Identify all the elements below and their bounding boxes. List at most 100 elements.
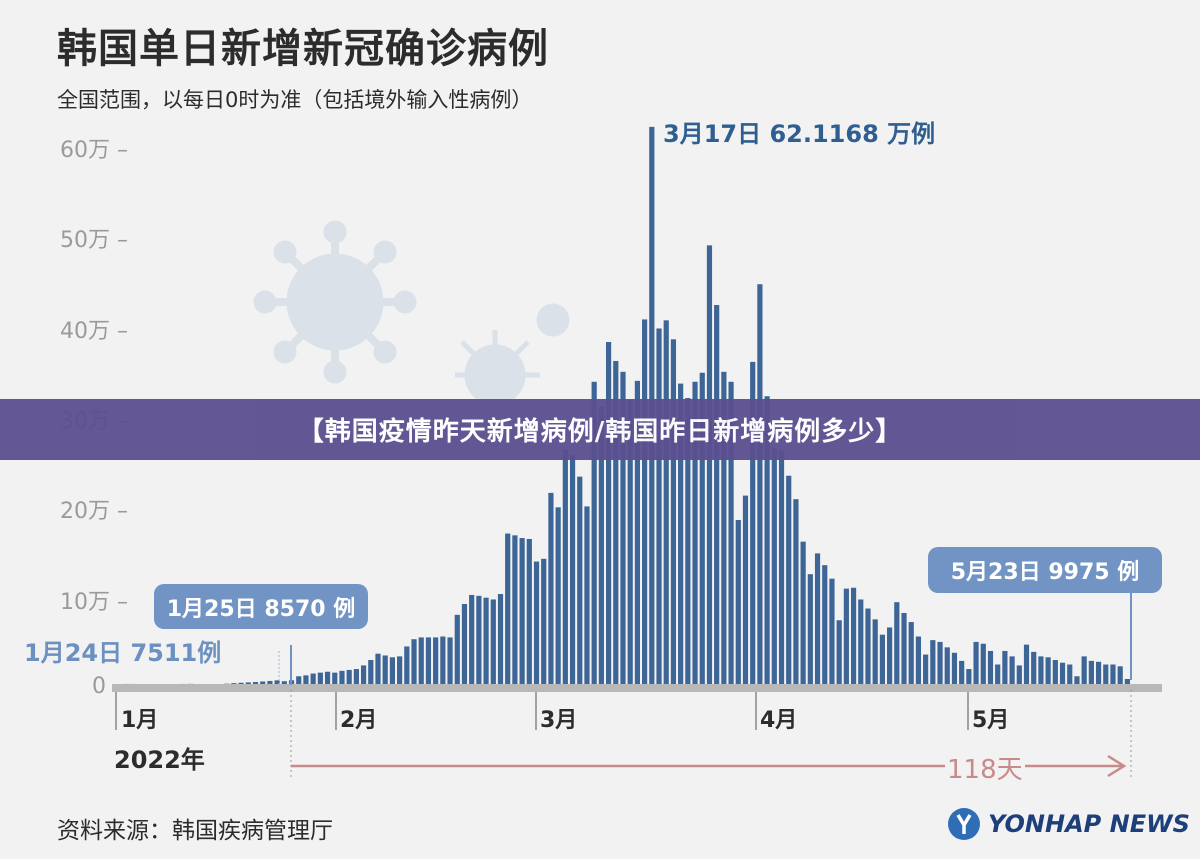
- bar: [915, 636, 922, 688]
- chart-subtitle: 全国范围，以每日0时为准（包括境外输入性病例）: [57, 88, 533, 112]
- y-tick-label: 10万 –: [60, 589, 128, 615]
- bar: [360, 665, 367, 688]
- bar: [1074, 676, 1080, 688]
- bar: [303, 675, 309, 688]
- bar: [1031, 651, 1037, 688]
- bar: [310, 673, 316, 688]
- bar: [454, 614, 460, 688]
- y-tick-label: 0: [92, 674, 106, 699]
- bar: [1081, 656, 1087, 688]
- bar: [317, 672, 323, 688]
- bar: [887, 627, 893, 688]
- x-tick-label-mar: 3月: [540, 708, 578, 733]
- bar: [526, 538, 532, 688]
- x-tick-label-apr: 4月: [760, 708, 798, 733]
- bar: [368, 660, 374, 688]
- bar: [1124, 678, 1130, 688]
- y-tick-label: 20万 –: [60, 499, 128, 525]
- bar: [469, 594, 475, 688]
- bar: [505, 533, 511, 688]
- bar: [461, 603, 468, 688]
- bar: [872, 619, 878, 688]
- bar: [706, 245, 713, 688]
- bar: [332, 672, 338, 688]
- bar: [541, 558, 547, 688]
- bar: [339, 670, 345, 688]
- bar: [382, 655, 388, 688]
- bar: [425, 637, 432, 688]
- bar: [389, 657, 396, 688]
- bar: [728, 381, 734, 688]
- bar: [786, 475, 792, 688]
- bar: [548, 492, 554, 688]
- y-tick-label: 60万 –: [60, 138, 128, 163]
- bar: [764, 396, 770, 688]
- bar: [678, 383, 684, 688]
- bar: [1110, 664, 1116, 688]
- x-tick-label-may: 5月: [972, 708, 1010, 733]
- bar: [447, 637, 453, 688]
- yonhap-logo: YONHAP NEWS: [946, 806, 1190, 842]
- bar: [663, 320, 669, 688]
- jan24-annotation: 1月24日 7511例: [24, 639, 222, 667]
- bar: [944, 647, 950, 688]
- bar: [908, 622, 914, 688]
- bar: [1059, 662, 1066, 688]
- yonhap-logo-icon: [948, 808, 980, 840]
- bar: [512, 535, 518, 688]
- bar: [937, 641, 943, 688]
- bar: [296, 676, 302, 688]
- bar: [397, 656, 403, 688]
- bar: [1038, 656, 1044, 688]
- bar: [836, 620, 842, 688]
- bar: [533, 561, 540, 688]
- bar: [987, 650, 994, 688]
- bar: [562, 449, 568, 688]
- bar: [1117, 666, 1123, 688]
- bar: [735, 519, 741, 688]
- bar: [569, 454, 576, 688]
- bar: [966, 669, 972, 688]
- bar: [843, 588, 849, 688]
- bar: [411, 639, 417, 688]
- bar: [793, 499, 799, 688]
- bar: [980, 643, 986, 688]
- y-tick-label: 40万 –: [60, 318, 128, 344]
- bar: [807, 574, 813, 688]
- bar: [685, 398, 691, 688]
- bar: [418, 637, 424, 688]
- bar: [879, 634, 885, 688]
- bar: [1067, 664, 1073, 688]
- bar: [699, 372, 705, 688]
- bar: [605, 342, 612, 688]
- bar: [721, 371, 727, 688]
- bar: [822, 565, 828, 688]
- bar: [656, 328, 662, 688]
- bar: [670, 339, 677, 688]
- bar: [584, 506, 590, 688]
- bar: [692, 381, 698, 688]
- bar: [1088, 660, 1094, 688]
- bar: [634, 380, 640, 688]
- bar: [591, 381, 597, 688]
- bar: [757, 284, 763, 688]
- bar: [951, 652, 958, 688]
- bar: [433, 637, 439, 688]
- year-label: 2022年: [114, 746, 205, 774]
- bar: [497, 594, 504, 688]
- peak-annotation: 3月17日 62.1168 万例: [663, 120, 936, 148]
- source-note: 资料来源：韩国疾病管理厅: [57, 818, 333, 844]
- x-tick-label-jan: 1月: [121, 708, 159, 733]
- bar: [1045, 657, 1051, 688]
- bar: [440, 636, 446, 688]
- bar: [771, 448, 777, 688]
- bar: [923, 654, 929, 688]
- bar: [346, 669, 352, 688]
- y-tick-label: 50万 –: [60, 228, 128, 254]
- bar: [620, 371, 626, 688]
- bar: [814, 553, 821, 688]
- bar: [1103, 664, 1109, 688]
- bar: [742, 495, 749, 688]
- bar: [865, 608, 871, 688]
- bar: [850, 587, 857, 688]
